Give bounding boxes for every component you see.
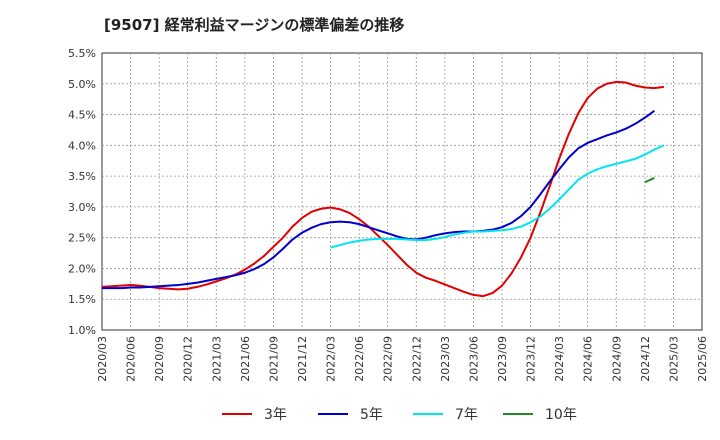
x-tick-label: 2025/03 (667, 336, 680, 382)
x-tick-label: 2023/12 (525, 336, 538, 382)
x-tick-label: 2024/06 (582, 336, 595, 382)
series-line-7年 (330, 144, 665, 249)
chart-title: [9507] 経常利益マージンの標準偏差の推移 (104, 16, 405, 34)
y-tick-label: 1.5% (68, 293, 96, 306)
x-tick-label: 2020/03 (96, 336, 109, 382)
x-tick-label: 2021/06 (239, 336, 252, 382)
legend: 3年 5年 7年 10年 (222, 407, 577, 423)
axes: 1.0% 1.5% 2.0% 2.5% 3.0% 3.5% 4.0% 4.5% 5.0% 5.5%… (68, 47, 709, 382)
x-tick-label: 2020/09 (153, 336, 166, 382)
legend-label: 10年 (545, 407, 577, 423)
x-tick-label: 2025/06 (696, 336, 709, 382)
x-tick-label: 2021/12 (296, 336, 309, 382)
x-tick-label: 2023/09 (496, 336, 509, 382)
y-tick-label: 3.5% (68, 170, 96, 183)
x-tick-label: 2023/03 (439, 336, 452, 382)
x-tick-label: 2024/09 (610, 336, 623, 382)
y-tick-label: 5.0% (68, 78, 96, 91)
series-lines (101, 80, 665, 298)
x-tick-label: 2021/03 (210, 336, 223, 382)
y-tick-label: 4.0% (68, 139, 96, 152)
legend-label: 3年 (264, 407, 287, 423)
x-tick-label: 2024/12 (639, 336, 652, 382)
x-tick-label: 2022/09 (382, 336, 395, 382)
y-tick-label: 4.5% (68, 109, 96, 122)
y-tick-label: 2.0% (68, 262, 96, 275)
y-tick-label: 3.0% (68, 201, 96, 214)
x-tick-label: 2020/12 (182, 336, 195, 382)
y-tick-label: 1.0% (68, 324, 96, 337)
x-tick-label: 2023/06 (467, 336, 480, 382)
x-tick-label: 2021/09 (267, 336, 280, 382)
x-tick-label: 2022/12 (410, 336, 423, 382)
x-tick-label: 2020/06 (125, 336, 138, 382)
x-tick-label: 2022/03 (325, 336, 338, 382)
series-line-10年 (644, 177, 655, 184)
series-line-5年 (102, 110, 655, 290)
legend-label: 7年 (455, 407, 478, 423)
y-tick-label: 5.5% (68, 47, 96, 60)
x-tick-label: 2024/03 (553, 336, 566, 382)
plot-frame (101, 52, 703, 331)
series-line-3年 (101, 80, 665, 298)
x-tick-label: 2022/06 (353, 336, 366, 382)
y-tick-label: 2.5% (68, 232, 96, 245)
legend-label: 5年 (360, 407, 383, 423)
